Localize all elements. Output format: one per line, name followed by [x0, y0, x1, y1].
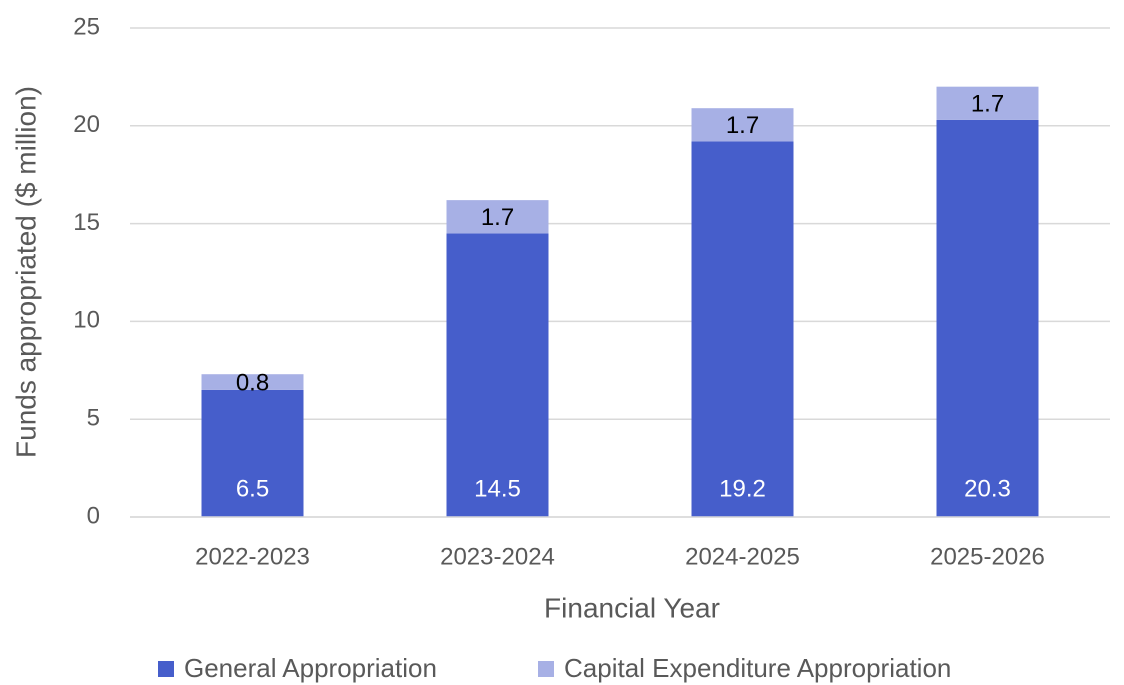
data-label: 0.8 — [236, 369, 269, 396]
bar-segment — [936, 119, 1039, 517]
bar-segment — [691, 108, 794, 142]
data-label: 1.7 — [971, 91, 1004, 118]
y-tick-label: 5 — [87, 405, 100, 432]
bar-segment — [201, 374, 304, 390]
y-tick-label: 25 — [73, 13, 100, 40]
x-tick-label: 2022-2023 — [195, 543, 310, 570]
x-tick-label: 2023-2024 — [440, 543, 555, 570]
x-tick-label: 2025-2026 — [930, 543, 1045, 570]
bar-segment — [201, 389, 304, 517]
data-label: 14.5 — [474, 475, 521, 502]
bar-segment — [446, 200, 549, 234]
data-label: 20.3 — [964, 475, 1011, 502]
legend-swatch — [158, 661, 174, 677]
data-label: 1.7 — [481, 204, 514, 231]
legend-label: General Appropriation — [184, 653, 437, 683]
bar-segment — [691, 141, 794, 517]
data-label: 1.7 — [726, 112, 759, 139]
x-tick-label: 2024-2025 — [685, 543, 800, 570]
bar-segment — [936, 86, 1039, 120]
legend-swatch — [538, 661, 554, 677]
legend-label: Capital Expenditure Appropriation — [564, 653, 951, 683]
y-tick-label: 0 — [87, 502, 100, 529]
data-label: 19.2 — [719, 475, 766, 502]
y-tick-label: 20 — [73, 111, 100, 138]
x-axis-title: Financial Year — [544, 592, 720, 623]
y-tick-label: 10 — [73, 307, 100, 334]
y-axis-title: Funds appropriated ($ million) — [10, 86, 41, 458]
y-tick-label: 15 — [73, 209, 100, 236]
bar-segment — [446, 233, 549, 517]
data-label: 6.5 — [236, 475, 269, 502]
